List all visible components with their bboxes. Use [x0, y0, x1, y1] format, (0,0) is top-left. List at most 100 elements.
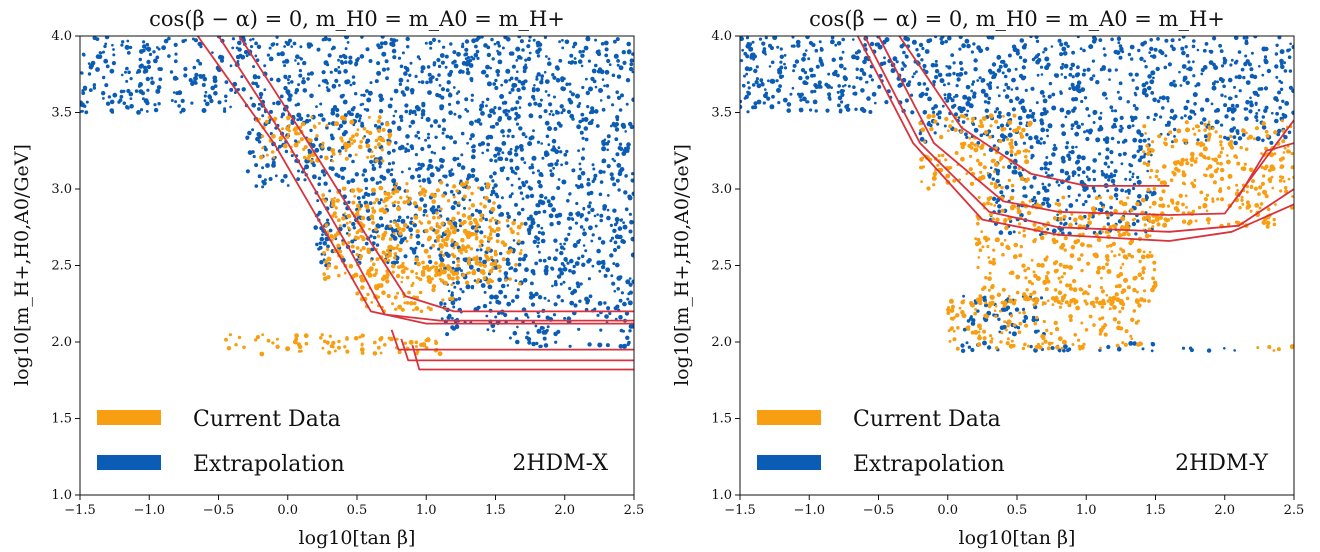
data-point: [441, 298, 445, 302]
contour-line: [411, 344, 634, 371]
data-point: [441, 118, 446, 123]
data-point: [590, 239, 594, 243]
data-point: [1036, 329, 1040, 333]
data-point: [492, 171, 497, 176]
data-point: [1044, 287, 1049, 292]
data-point: [410, 119, 416, 125]
data-point: [1098, 38, 1103, 42]
data-point: [568, 82, 572, 86]
data-point: [1062, 271, 1067, 276]
data-point: [347, 233, 351, 237]
data-point: [1094, 296, 1099, 301]
data-point: [1254, 126, 1259, 131]
data-point: [345, 232, 349, 235]
y-tick-label: 1.0: [51, 488, 72, 503]
data-point: [1185, 80, 1190, 86]
data-point: [1278, 106, 1282, 110]
data-point: [405, 134, 410, 139]
data-point: [1001, 252, 1005, 257]
data-point: [547, 299, 550, 303]
data-point: [391, 302, 394, 306]
data-point: [540, 77, 544, 81]
data-point: [1058, 262, 1063, 267]
data-point: [451, 61, 455, 65]
data-point: [745, 72, 749, 76]
scatter-region: [321, 180, 497, 283]
data-point: [452, 305, 456, 309]
data-point: [448, 265, 452, 269]
data-point: [183, 73, 188, 78]
data-point: [1069, 318, 1073, 322]
data-point: [451, 229, 457, 235]
data-point: [1051, 92, 1056, 97]
data-point: [336, 243, 341, 248]
data-point: [1050, 346, 1055, 350]
data-point: [868, 110, 873, 114]
data-point: [226, 346, 232, 351]
data-point: [629, 219, 634, 225]
data-point: [458, 69, 463, 73]
data-point: [556, 220, 561, 226]
data-point: [1192, 92, 1198, 98]
data-point: [396, 291, 400, 295]
data-point: [202, 76, 208, 82]
data-point: [434, 339, 438, 343]
data-point: [288, 93, 292, 98]
data-point: [404, 147, 408, 151]
data-point: [537, 47, 542, 52]
data-point: [919, 136, 925, 142]
data-point: [483, 235, 487, 239]
data-point: [581, 117, 585, 122]
data-point: [440, 317, 444, 321]
data-point: [998, 64, 1003, 69]
data-point: [418, 290, 423, 295]
data-point: [1137, 158, 1142, 163]
data-point: [464, 97, 469, 102]
data-point: [598, 269, 602, 273]
data-point: [297, 132, 301, 136]
data-point: [600, 240, 606, 245]
data-point: [980, 88, 986, 94]
data-point: [1001, 287, 1006, 292]
data-point: [1087, 220, 1092, 226]
data-point: [346, 41, 350, 44]
data-point: [554, 340, 558, 344]
data-point: [979, 123, 985, 129]
data-point: [515, 339, 520, 345]
data-point: [978, 161, 983, 167]
data-point: [381, 51, 387, 57]
data-point: [601, 141, 607, 147]
data-point: [591, 163, 595, 167]
data-point: [429, 124, 434, 128]
data-point: [493, 153, 498, 158]
data-point: [336, 174, 341, 179]
data-point: [421, 178, 427, 183]
data-point: [352, 139, 357, 143]
data-point: [446, 315, 451, 320]
data-point: [278, 144, 282, 149]
data-point: [1052, 146, 1057, 152]
data-point: [376, 128, 382, 133]
data-point: [1216, 120, 1220, 124]
data-point: [925, 87, 930, 91]
data-point: [356, 57, 360, 61]
data-point: [1064, 300, 1069, 305]
data-point: [980, 230, 984, 234]
data-point: [434, 135, 438, 139]
data-point: [1026, 210, 1032, 216]
data-point: [1080, 122, 1084, 126]
data-point: [1023, 268, 1027, 273]
data-point: [862, 59, 867, 65]
data-point: [1006, 246, 1011, 251]
data-point: [254, 54, 258, 58]
data-point: [412, 308, 415, 312]
data-point: [1032, 118, 1037, 123]
data-point: [983, 92, 989, 98]
data-point: [290, 80, 294, 84]
data-point: [1016, 326, 1021, 330]
data-point: [263, 88, 267, 91]
data-point: [173, 59, 178, 64]
data-point: [973, 58, 978, 63]
data-point: [1056, 202, 1062, 207]
data-point: [1280, 81, 1284, 85]
